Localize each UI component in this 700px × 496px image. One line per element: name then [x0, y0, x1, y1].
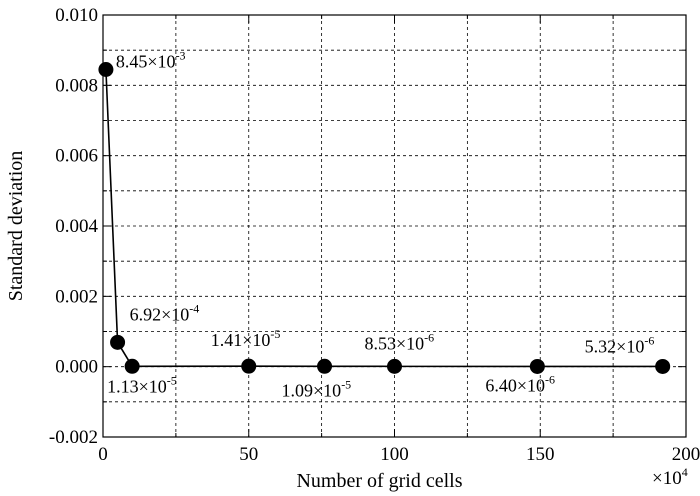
data-point: [241, 358, 257, 374]
data-point: [124, 358, 140, 374]
data-label: 8.53×10-6: [365, 330, 435, 353]
x-tick-label: 0: [98, 444, 108, 465]
y-tick-label: 0.002: [55, 286, 98, 307]
x-tick-label: 50: [239, 444, 258, 465]
data-point: [529, 358, 545, 374]
axis-ticks: [102, 14, 687, 438]
data-label: 1.13×10-5: [107, 373, 177, 396]
series-line: [105, 69, 663, 368]
data-point: [387, 358, 402, 374]
x-axis-multiplier-exponent: 4: [682, 465, 688, 479]
data-label: 5.32×10-6: [585, 333, 655, 356]
data-label: 6.92×10-4: [130, 301, 200, 324]
x-tick-label: 150: [526, 444, 555, 465]
data-point: [317, 358, 333, 374]
data-label: 1.09×10-5: [282, 377, 352, 400]
y-tick-label: -0.002: [49, 427, 98, 448]
x-axis-label: Number of grid cells: [296, 470, 462, 492]
x-tick-labels: 0 50 100 150 200: [98, 444, 700, 465]
y-tick-labels: -0.002 0.000 0.002 0.004 0.006 0.008 0.010: [49, 5, 99, 448]
x-tick-label: 100: [380, 444, 409, 465]
y-tick-label: 0.008: [55, 75, 98, 96]
data-label: 1.41×10-5: [211, 327, 281, 350]
data-point: [110, 334, 126, 350]
grid: [103, 15, 686, 437]
y-tick-label: 0.000: [55, 357, 98, 378]
data-labels: 8.45×10-3 6.92×10-4 1.13×10-5 1.41×10-5 1.09…: [107, 49, 654, 401]
data-point: [655, 358, 671, 374]
data-label: 6.40×10-6: [485, 372, 555, 395]
y-tick-label: 0.004: [55, 216, 98, 237]
x-axis-multiplier: ×104: [652, 465, 688, 489]
y-tick-label: 0.010: [55, 5, 98, 26]
data-point: [98, 62, 114, 78]
x-axis-multiplier-base: ×10: [652, 468, 682, 489]
x-tick-label: 200: [672, 444, 700, 465]
y-axis-label: Standard deviation: [5, 151, 27, 302]
y-tick-label: 0.006: [55, 146, 98, 167]
data-label: 8.45×10-3: [116, 49, 186, 72]
series: [98, 62, 671, 374]
